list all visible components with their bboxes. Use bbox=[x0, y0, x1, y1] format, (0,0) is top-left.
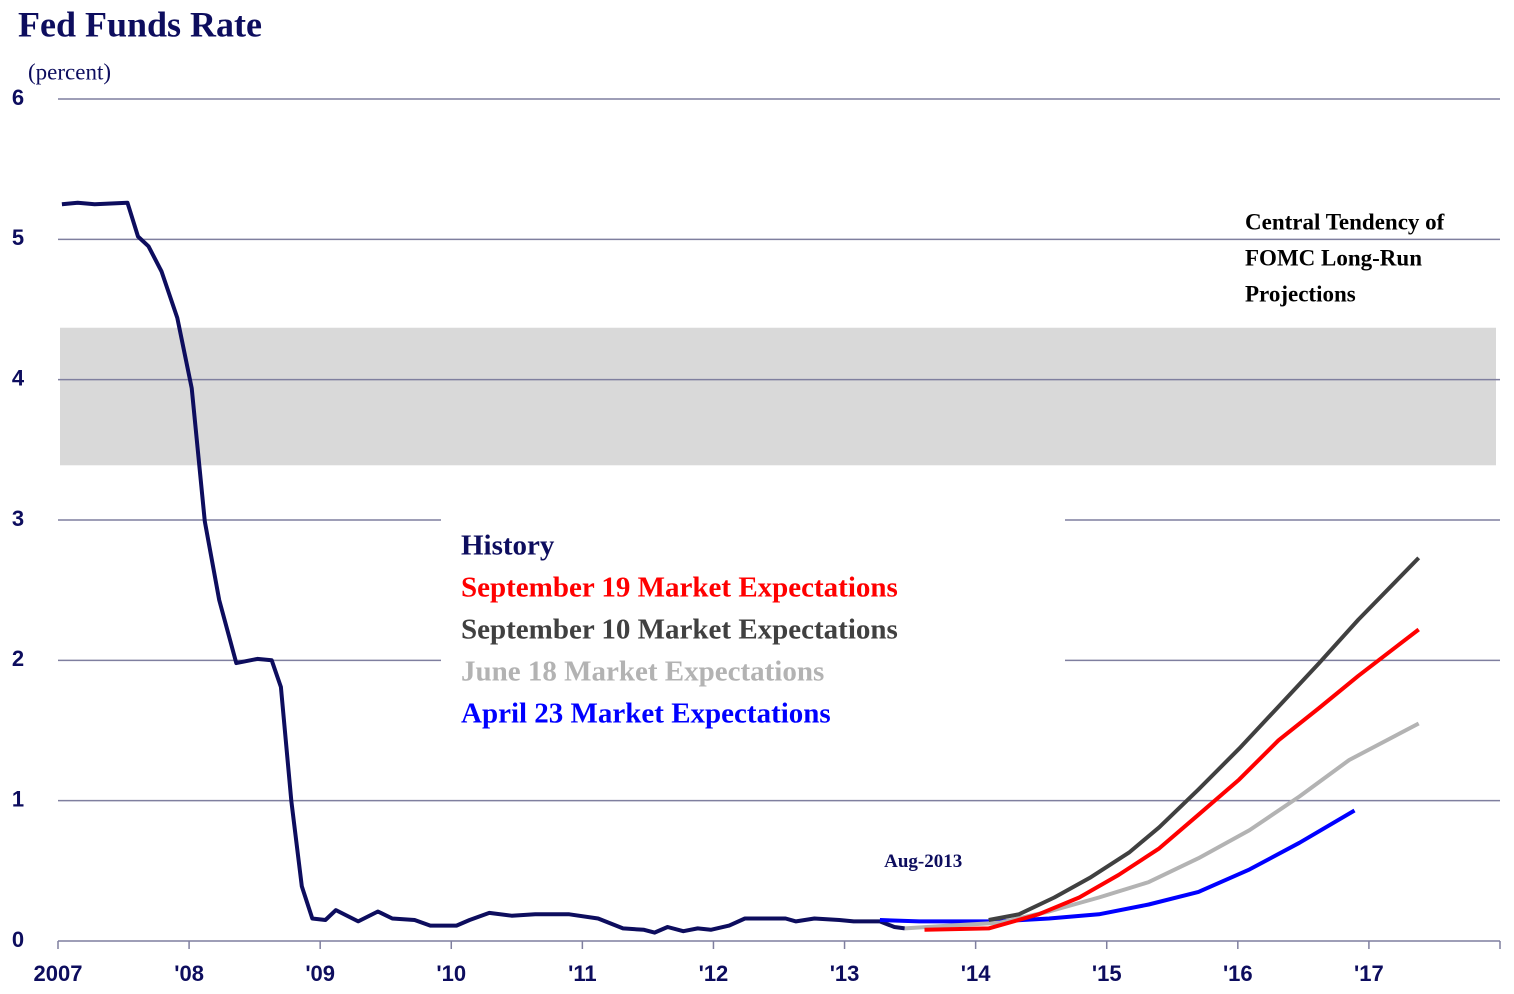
y-tick-label: 5 bbox=[12, 225, 24, 250]
x-tick-label: '12 bbox=[699, 961, 729, 986]
x-tick-label: 2007 bbox=[34, 961, 83, 986]
x-tick-label: '14 bbox=[961, 961, 991, 986]
legend-entry: September 19 Market Expectations bbox=[461, 572, 898, 604]
series-line bbox=[924, 627, 1420, 932]
band-label: FOMC Long-Run bbox=[1245, 245, 1422, 270]
x-tick-label: '15 bbox=[1092, 961, 1122, 986]
legend-entry: September 10 Market Expectations bbox=[461, 614, 898, 646]
series-line bbox=[879, 808, 1356, 924]
x-tick-label: '10 bbox=[436, 961, 466, 986]
projection-band bbox=[60, 327, 1496, 466]
x-tick-label: '11 bbox=[568, 961, 597, 986]
annotation: Aug-2013 bbox=[884, 851, 962, 872]
y-tick-label: 1 bbox=[12, 786, 24, 811]
y-tick-label: 2 bbox=[12, 646, 24, 671]
band-label: Projections bbox=[1245, 281, 1356, 306]
band-label: Central Tendency of bbox=[1245, 209, 1445, 234]
legend-entry: June 18 Market Expectations bbox=[461, 656, 824, 688]
y-tick-label: 4 bbox=[12, 365, 25, 390]
series-line bbox=[904, 721, 1420, 931]
chart-subtitle: (percent) bbox=[28, 59, 111, 84]
x-tick-label: '08 bbox=[174, 961, 204, 986]
chart-title: Fed Funds Rate bbox=[18, 4, 262, 44]
legend-background bbox=[441, 512, 1065, 744]
x-tick-label: '16 bbox=[1223, 961, 1253, 986]
series-line bbox=[988, 556, 1421, 922]
x-tick-label: '17 bbox=[1354, 961, 1384, 986]
series-line bbox=[61, 200, 906, 935]
y-tick-label: 3 bbox=[12, 506, 24, 531]
y-tick-label: 6 bbox=[12, 85, 24, 110]
y-tick-label: 0 bbox=[12, 927, 24, 952]
legend-entry: History bbox=[461, 530, 555, 562]
x-tick-label: '13 bbox=[830, 961, 860, 986]
x-tick-label: '09 bbox=[305, 961, 335, 986]
legend-entry: April 23 Market Expectations bbox=[461, 698, 831, 730]
